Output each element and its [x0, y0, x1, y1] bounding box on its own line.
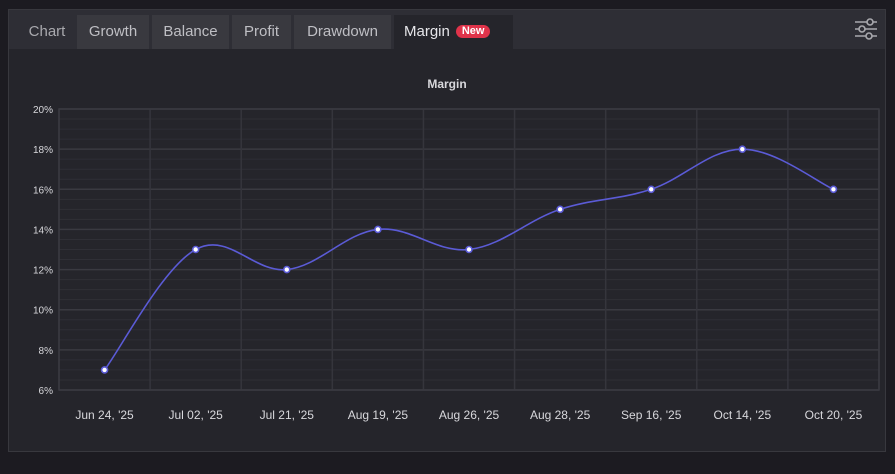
data-point[interactable] — [829, 185, 838, 194]
x-tick-label: Sep 16, '25 — [621, 408, 682, 422]
y-tick-label: 10% — [33, 306, 53, 317]
chart-grid — [58, 108, 880, 391]
data-point[interactable] — [738, 145, 747, 153]
margin-line-chart: 6% 8% 10% 12% 14% 16% 18% 20% Jun 24, '25 Jul 02,… — [33, 105, 880, 422]
x-tick-label: Jun 24, '25 — [75, 408, 134, 422]
data-point[interactable] — [647, 185, 656, 194]
tab-margin-label: Margin — [404, 23, 450, 40]
sliders-icon — [855, 18, 877, 40]
y-tick-label: 6% — [39, 386, 54, 397]
y-tick-label: 16% — [33, 185, 53, 196]
data-point[interactable] — [465, 245, 473, 254]
tab-bar: Chart Growth Balance Profit Drawdown Mar… — [9, 10, 885, 49]
tab-profit[interactable]: Profit — [232, 15, 291, 49]
x-tick-label: Aug 26, '25 — [439, 408, 500, 422]
tab-chart[interactable]: Chart — [28, 23, 66, 40]
x-tick-label: Jul 02, '25 — [169, 408, 224, 422]
chart-panel: Chart Growth Balance Profit Drawdown Mar… — [8, 9, 886, 452]
data-point[interactable] — [374, 225, 382, 234]
new-badge: New — [455, 25, 491, 38]
x-tick-label: Oct 20, '25 — [805, 408, 863, 422]
y-axis: 6% 8% 10% 12% 14% 16% 18% 20% — [33, 105, 53, 397]
data-point[interactable] — [191, 245, 200, 254]
chart-title: Margin — [427, 77, 467, 91]
settings-button[interactable] — [853, 16, 879, 42]
y-tick-label: 14% — [33, 225, 53, 236]
y-tick-label: 20% — [33, 105, 53, 116]
tab-margin[interactable]: Margin New — [394, 15, 513, 49]
x-axis: Jun 24, '25 Jul 02, '25 Jul 21, '25 Aug 19,… — [75, 408, 862, 422]
data-point[interactable] — [100, 366, 109, 374]
x-tick-label: Oct 14, '25 — [714, 408, 772, 422]
x-tick-label: Aug 28, '25 — [530, 408, 591, 422]
data-point[interactable] — [282, 265, 291, 274]
y-tick-label: 12% — [33, 266, 53, 277]
data-points — [100, 145, 838, 374]
y-tick-label: 8% — [39, 346, 54, 357]
y-tick-label: 18% — [33, 145, 53, 156]
margin-series-line — [103, 148, 834, 371]
x-tick-label: Aug 19, '25 — [348, 408, 409, 422]
tab-balance[interactable]: Balance — [152, 15, 229, 49]
tab-drawdown[interactable]: Drawdown — [294, 15, 391, 49]
data-point[interactable] — [556, 205, 564, 214]
tab-growth[interactable]: Growth — [77, 15, 149, 49]
x-tick-label: Jul 21, '25 — [260, 408, 315, 422]
